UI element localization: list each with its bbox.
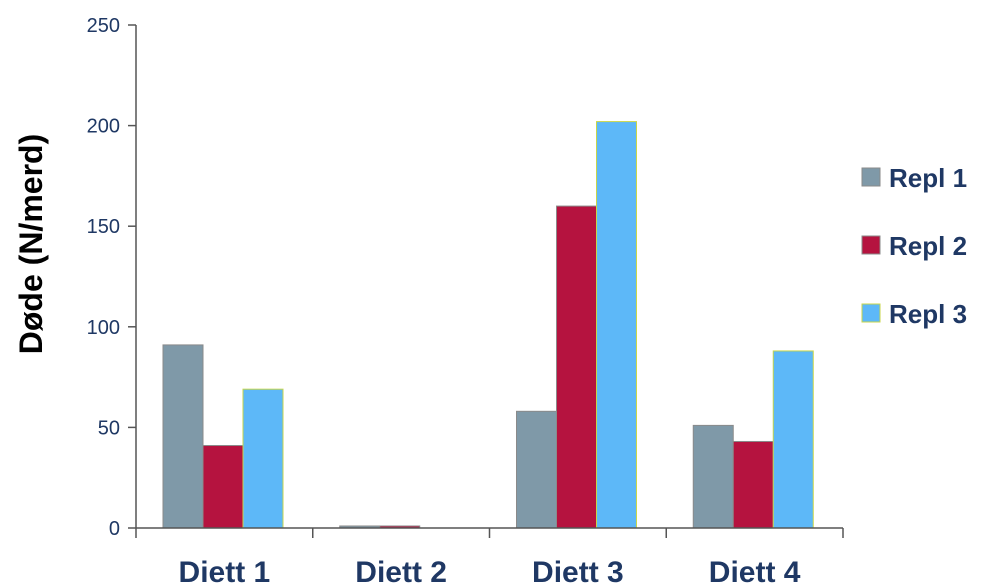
x-ticks-group: Diett 1 Diett 2 Diett 3 Diett 4	[135, 528, 844, 586]
bar-repl-2-diett-1	[202, 445, 244, 529]
bar-repl-3-diett-4	[772, 350, 814, 529]
bar-repl-1-diett-4	[692, 424, 734, 529]
legend-swatch	[861, 303, 881, 323]
legend-label: Repl 3	[889, 299, 967, 329]
y-tick-label: 200	[87, 116, 120, 138]
bar-repl-2-diett-3	[556, 205, 597, 529]
bar-repl-3-diett-1	[242, 388, 284, 529]
y-tick-label: 250	[87, 15, 120, 37]
y-tick-label: 0	[109, 518, 120, 540]
bar-repl-2-diett-4	[732, 440, 774, 529]
bar-repl-1-diett-1	[162, 344, 204, 529]
legend-label: Repl 1	[889, 163, 967, 193]
legend-swatch	[861, 167, 881, 187]
y-tick-label: 150	[87, 216, 120, 238]
bar-repl-1-diett-3	[516, 410, 557, 529]
y-axis-title: Døde (N/merd)	[13, 134, 49, 354]
legend-swatch	[861, 235, 881, 255]
x-category-label: Diett 1	[179, 556, 271, 586]
x-category-label: Diett 3	[532, 556, 624, 586]
y-tick-label: 100	[87, 317, 120, 339]
bars-group	[162, 121, 814, 529]
y-ticks-group: 0 50 100 150 200 250	[87, 15, 136, 540]
x-category-label: Diett 4	[709, 556, 801, 586]
legend-label: Repl 2	[889, 231, 967, 261]
bar-repl-3-diett-3	[596, 121, 637, 529]
y-tick-label: 50	[98, 417, 120, 439]
legend: Repl 1 Repl 2 Repl 3	[861, 163, 967, 329]
x-category-label: Diett 2	[355, 556, 447, 586]
